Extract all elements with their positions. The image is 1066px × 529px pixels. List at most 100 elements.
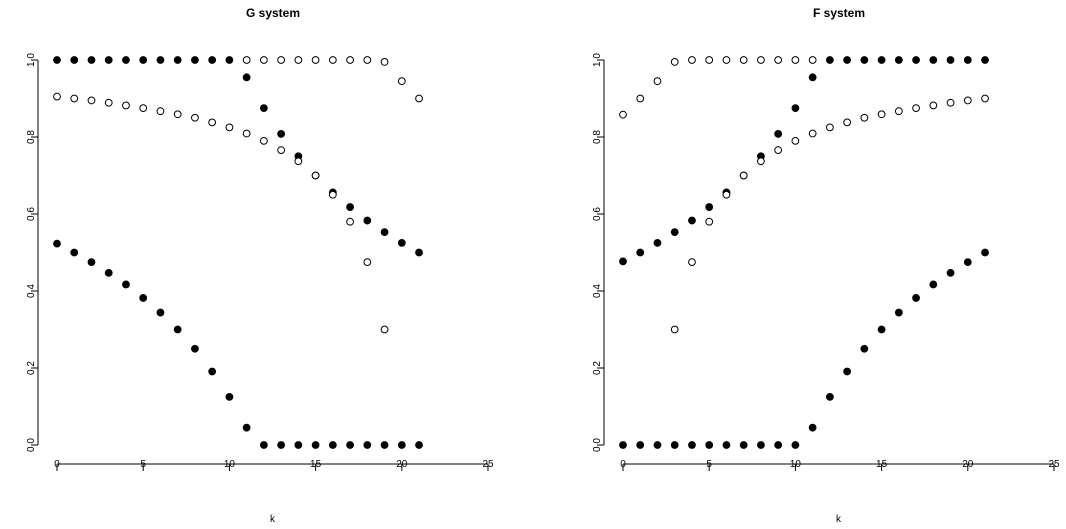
filled-point-series-1	[843, 367, 852, 376]
x-tick-label: 10	[224, 459, 236, 470]
open-point-series-3	[259, 56, 268, 64]
filled-point-series-0	[912, 56, 920, 64]
open-point-series-2	[705, 56, 714, 64]
filled-point-series-0	[963, 56, 972, 64]
filled-point-series-0	[53, 56, 61, 64]
chart-title: G system	[246, 6, 300, 20]
open-point-series-3	[860, 113, 869, 122]
x-tick-label: 0	[54, 459, 60, 470]
x-tick-label: 5	[140, 459, 146, 470]
x-axis-label: k	[270, 514, 276, 525]
filled-point-series-1	[397, 441, 406, 449]
filled-point-series-0	[87, 56, 96, 64]
filled-point-series-1	[963, 258, 972, 267]
filled-point-series-1	[981, 248, 989, 257]
x-tick-label: 25	[482, 459, 494, 470]
filled-point-series-1	[294, 441, 303, 449]
x-tick-label: 5	[706, 459, 712, 470]
filled-point-series-1	[636, 441, 645, 449]
open-point-series-2	[808, 56, 817, 64]
filled-point-series-1	[53, 239, 61, 248]
open-point-series-3	[963, 96, 972, 105]
x-tick-label: 25	[1048, 459, 1060, 470]
open-point-series-2	[739, 56, 748, 64]
filled-point-series-1	[757, 441, 765, 449]
open-point-series-2	[311, 171, 320, 180]
filled-point-series-0	[619, 257, 627, 266]
filled-point-series-0	[104, 56, 113, 64]
filled-point-series-0	[173, 56, 182, 64]
x-tick-label: 20	[396, 459, 408, 470]
filled-point-series-1	[346, 441, 354, 449]
open-point-series-2	[225, 123, 234, 132]
open-point-series-2	[670, 58, 679, 66]
filled-point-series-0	[808, 73, 817, 82]
filled-point-series-1	[825, 392, 834, 401]
open-point-series-2	[346, 217, 354, 226]
filled-point-series-0	[860, 56, 869, 64]
open-point-series-3	[722, 190, 731, 199]
filled-point-series-0	[877, 56, 886, 64]
filled-point-series-1	[791, 441, 800, 449]
y-tick-label: 0.8	[592, 130, 603, 144]
open-point-series-2	[87, 96, 96, 105]
filled-point-series-1	[860, 344, 869, 353]
filled-point-series-1	[104, 269, 113, 277]
filled-point-series-1	[363, 441, 372, 449]
filled-point-series-1	[929, 280, 938, 289]
filled-point-series-0	[946, 56, 955, 64]
filled-point-series-0	[981, 56, 989, 64]
filled-point-series-1	[156, 308, 165, 317]
open-point-series-3	[242, 56, 251, 64]
open-point-series-2	[636, 94, 645, 103]
filled-point-series-0	[653, 238, 662, 247]
open-point-series-2	[774, 56, 783, 64]
filled-point-series-0	[191, 56, 199, 64]
filled-point-series-1	[619, 441, 627, 449]
filled-point-series-1	[894, 308, 903, 317]
filled-point-series-1	[87, 258, 96, 267]
filled-point-series-1	[70, 248, 79, 257]
open-point-series-3	[397, 77, 406, 86]
filled-point-series-0	[70, 56, 79, 64]
x-tick-label: 15	[876, 459, 888, 470]
open-point-series-3	[981, 94, 989, 103]
open-point-series-2	[70, 94, 79, 103]
open-point-series-2	[259, 136, 268, 145]
x-tick-label: 15	[310, 459, 322, 470]
filled-point-series-0	[929, 56, 938, 64]
open-point-series-2	[173, 110, 182, 119]
filled-point-series-1	[946, 269, 955, 277]
filled-point-series-0	[791, 104, 800, 113]
open-point-series-2	[619, 110, 627, 119]
filled-point-series-1	[242, 423, 251, 432]
open-point-series-2	[294, 157, 303, 166]
filled-point-series-0	[670, 228, 679, 236]
open-point-series-3	[688, 258, 696, 267]
filled-point-series-0	[688, 216, 696, 225]
open-point-series-3	[774, 146, 783, 154]
open-point-series-3	[363, 56, 372, 64]
filled-point-series-0	[122, 56, 130, 64]
open-point-series-3	[843, 118, 852, 127]
filled-point-series-1	[191, 344, 199, 353]
filled-point-series-1	[311, 441, 320, 449]
filled-point-series-0	[156, 56, 165, 64]
open-point-series-2	[277, 146, 286, 154]
open-point-series-2	[380, 325, 389, 334]
open-point-series-3	[415, 94, 423, 103]
open-point-series-3	[757, 157, 765, 166]
filled-point-series-0	[705, 203, 714, 211]
filled-point-series-0	[363, 216, 372, 225]
open-point-series-3	[294, 56, 303, 64]
open-point-series-2	[688, 56, 696, 64]
filled-point-series-0	[225, 56, 234, 64]
filled-point-series-0	[139, 56, 148, 64]
filled-point-series-1	[722, 441, 731, 449]
filled-point-series-1	[139, 294, 148, 302]
y-tick-label: 0.6	[592, 207, 603, 221]
filled-point-series-1	[688, 441, 696, 449]
filled-point-series-1	[705, 441, 714, 449]
filled-point-series-1	[739, 441, 748, 449]
open-point-series-3	[739, 171, 748, 180]
